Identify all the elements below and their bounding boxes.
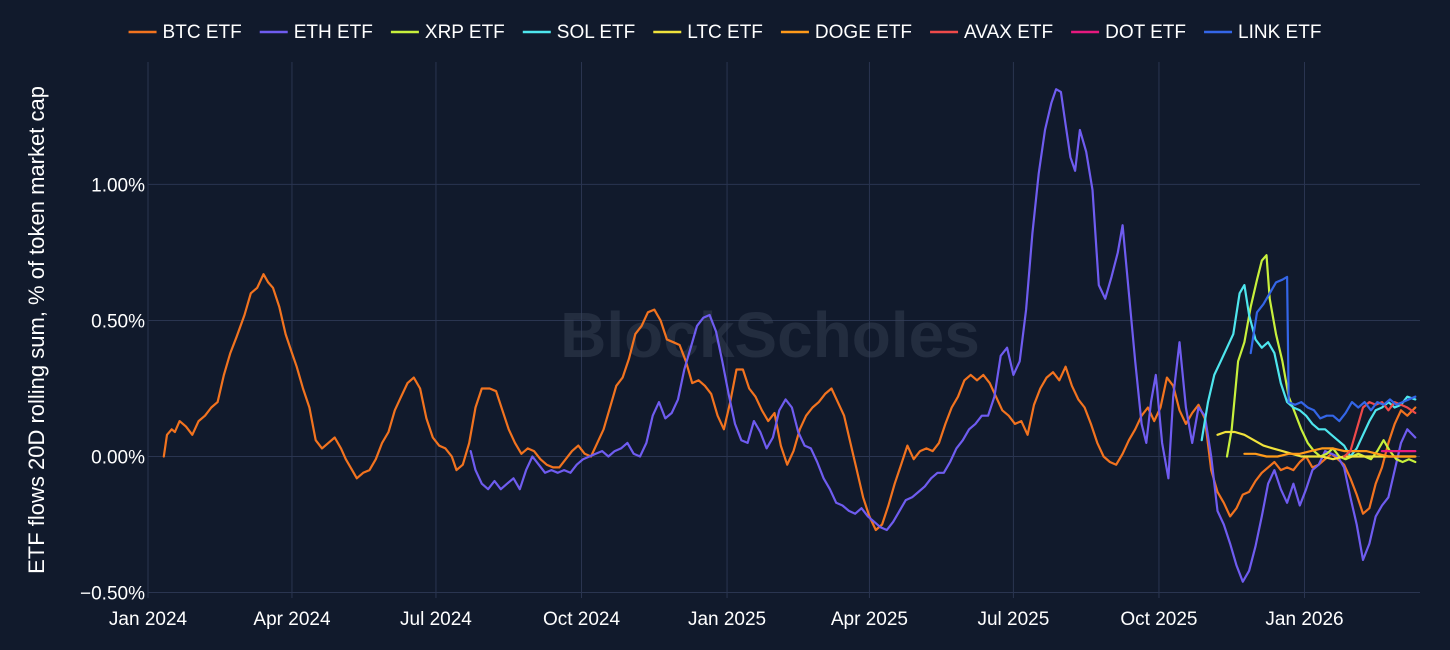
legend-label: ETH ETF [294,22,373,43]
series-line-sol-etf [1200,284,1417,458]
y-tick-label: 0.00% [91,448,145,469]
watermark: BlockScholes [560,299,980,371]
x-tick-label: Apr 2024 [253,609,331,630]
series-lines [162,88,1417,583]
legend-label: LTC ETF [687,22,763,43]
x-tick-label: Oct 2024 [543,609,621,630]
series-line-eth-etf [469,88,1417,583]
series-line-doge-etf [1243,447,1417,458]
y-axis-title: ETF flows 20D rolling sum, % of token ma… [24,86,49,574]
y-tick-label: −0.50% [80,584,145,605]
y-tick-label: 0.50% [91,311,145,332]
legend-item[interactable]: DOT ETF [1071,22,1186,43]
x-tick-label: Jul 2025 [977,609,1049,630]
legend-item[interactable]: LTC ETF [653,22,763,43]
x-axis-tick-labels: Jan 2024 Apr 2024 Jul 2024 Oct 2024 Jan 2025… [109,609,1344,630]
legend-item[interactable]: BTC ETF [128,22,242,43]
legend-label: DOGE ETF [815,22,912,43]
x-tick-label: Apr 2025 [831,609,908,630]
x-tick-label: Jul 2024 [400,609,472,630]
legend-label: AVAX ETF [964,22,1053,43]
x-tick-label: Jan 2024 [109,609,188,630]
legend-item[interactable]: DOGE ETF [780,22,912,43]
legend-item[interactable]: AVAX ETF [930,22,1053,43]
legend: BTC ETF ETH ETF XRP ETF SOL ETF LTC ETF DOGE … [128,22,1321,43]
series-line-xrp-etf [1225,254,1417,464]
legend-label: XRP ETF [425,22,505,43]
series-line-ltc-etf [1216,430,1417,461]
x-tick-label: Oct 2025 [1120,609,1197,630]
legend-item[interactable]: SOL ETF [522,22,635,43]
legend-label: DOT ETF [1105,22,1186,43]
y-axis-tick-labels: 1.00% 0.50% 0.00% −0.50% [80,175,145,604]
legend-item[interactable]: ETH ETF [259,22,373,43]
legend-item[interactable]: LINK ETF [1204,22,1321,43]
x-tick-label: Jan 2026 [1265,609,1343,630]
y-tick-label: 1.00% [91,175,145,196]
legend-label: LINK ETF [1238,22,1321,43]
grid [147,62,1420,598]
legend-label: BTC ETF [163,22,242,43]
x-tick-label: Jan 2025 [688,609,766,630]
legend-item[interactable]: XRP ETF [390,22,505,43]
series-line-link-etf [1249,275,1417,423]
legend-label: SOL ETF [557,22,635,43]
